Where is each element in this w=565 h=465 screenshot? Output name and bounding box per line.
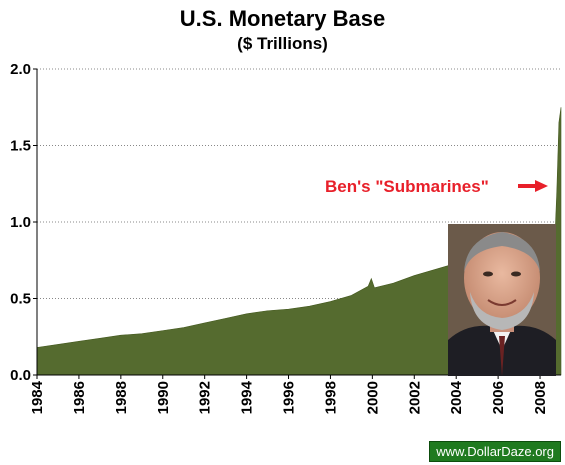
chart-subtitle: ($ Trillions) [237, 34, 328, 53]
annotation-arrow-head [535, 180, 548, 192]
chart-title: U.S. Monetary Base [179, 6, 386, 31]
x-tick-label: 1984 [29, 380, 46, 414]
y-tick-label: 1.0 [10, 214, 31, 231]
x-tick-label: 1998 [322, 381, 339, 414]
y-tick-label: 2.0 [10, 61, 31, 78]
y-tick-label: 0.0 [10, 367, 31, 384]
portrait-photo [448, 224, 556, 376]
x-tick-label: 2008 [532, 381, 549, 414]
x-tick-label: 1994 [239, 380, 256, 414]
x-tick-label: 1986 [71, 381, 88, 414]
y-tick-label: 0.5 [10, 291, 31, 308]
x-tick-label: 1996 [281, 381, 298, 414]
y-tick-label: 1.5 [10, 138, 31, 155]
annotation-label: Ben's "Submarines" [325, 177, 489, 196]
x-tick-label: 1992 [197, 381, 214, 414]
x-tick-label: 2000 [364, 381, 381, 414]
x-tick-label: 2006 [490, 381, 507, 414]
x-tick-label: 1990 [155, 381, 172, 414]
x-tick-label: 2002 [406, 381, 423, 414]
x-tick-label: 1988 [113, 381, 130, 414]
x-tick-label: 2004 [448, 380, 465, 414]
watermark-badge: www.DollarDaze.org [429, 441, 561, 462]
